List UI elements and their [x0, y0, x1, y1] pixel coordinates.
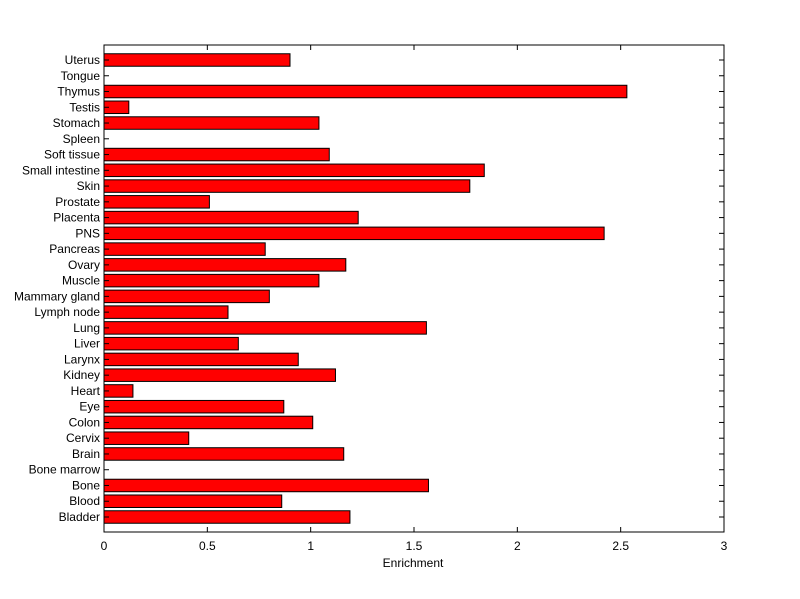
bar-bladder: [103, 510, 351, 524]
bar-lymph-node: [103, 305, 229, 319]
y-tick-label: Eye: [79, 400, 100, 414]
x-tick-label: 2: [514, 539, 521, 553]
y-tick-label: Blood: [69, 494, 100, 508]
y-tick-label: Mammary gland: [14, 289, 100, 303]
bar-ovary: [103, 258, 347, 272]
y-tick-label: Soft tissue: [44, 148, 100, 162]
x-tick-label: 0: [101, 539, 108, 553]
y-tick-label: Bladder: [59, 510, 100, 524]
y-tick-label: Skin: [77, 179, 100, 193]
bar-skin: [103, 179, 471, 193]
y-tick-label: Heart: [71, 384, 101, 398]
y-tick-label: Kidney: [63, 368, 100, 382]
y-tick-label: Testis: [69, 100, 100, 114]
bars-group: [103, 53, 628, 524]
bar-pancreas: [103, 242, 266, 256]
y-tick-label: Pancreas: [49, 242, 100, 256]
x-ticks-group: 0 0.5 1 1.5 2 2.5 3: [101, 45, 728, 553]
y-tick-label: Small intestine: [22, 163, 100, 177]
bar-liver: [103, 336, 239, 351]
y-tick-label: Placenta: [53, 211, 100, 225]
bar-stomach: [103, 116, 320, 130]
bar-colon: [103, 415, 314, 430]
y-tick-label: Liver: [74, 337, 100, 351]
y-tick-label: Prostate: [55, 195, 100, 209]
x-tick-label: 2.5: [612, 539, 629, 553]
bar-prostate: [103, 195, 210, 209]
bar-kidney: [103, 368, 336, 382]
x-tick-label: 3: [721, 539, 728, 553]
y-tick-label: Lung: [73, 321, 100, 335]
x-tick-label: 1.5: [406, 539, 423, 553]
bar-pns: [103, 226, 605, 241]
bar-uterus: [103, 53, 291, 67]
bar-blood: [103, 494, 283, 508]
y-tick-label: Lymph node: [34, 305, 100, 319]
y-tick-label: Tongue: [61, 69, 101, 83]
bar-cervix: [103, 431, 190, 445]
bar-bone: [103, 478, 429, 493]
x-tick-label: 0.5: [199, 539, 216, 553]
bar-soft-tissue: [103, 147, 330, 162]
y-tick-label: Spleen: [63, 132, 100, 146]
y-tick-label: PNS: [75, 226, 100, 240]
y-tick-label: Stomach: [53, 116, 100, 130]
y-tick-label: Larynx: [64, 352, 100, 366]
y-tick-label: Thymus: [57, 85, 100, 99]
bar-lung: [103, 321, 427, 335]
y-tick-label: Ovary: [68, 258, 100, 272]
y-tick-label: Muscle: [62, 274, 100, 288]
x-axis-title: Enrichment: [383, 556, 444, 570]
bar-small-intestine: [103, 163, 485, 178]
bar-muscle: [103, 273, 320, 288]
x-tick-label: 1: [307, 539, 314, 553]
bar-thymus: [103, 84, 628, 99]
bar-eye: [103, 399, 285, 414]
bar-placenta: [103, 210, 359, 225]
y-tick-label: Brain: [72, 447, 100, 461]
y-tick-label: Colon: [69, 415, 100, 429]
bar-brain: [103, 447, 345, 461]
y-tick-label: Cervix: [66, 431, 100, 445]
bar-larynx: [103, 352, 299, 367]
bar-mammary-gland: [103, 289, 270, 304]
y-tick-label: Uterus: [65, 53, 100, 67]
y-tick-label: Bone marrow: [29, 463, 101, 477]
y-tick-label: Bone: [72, 478, 100, 492]
